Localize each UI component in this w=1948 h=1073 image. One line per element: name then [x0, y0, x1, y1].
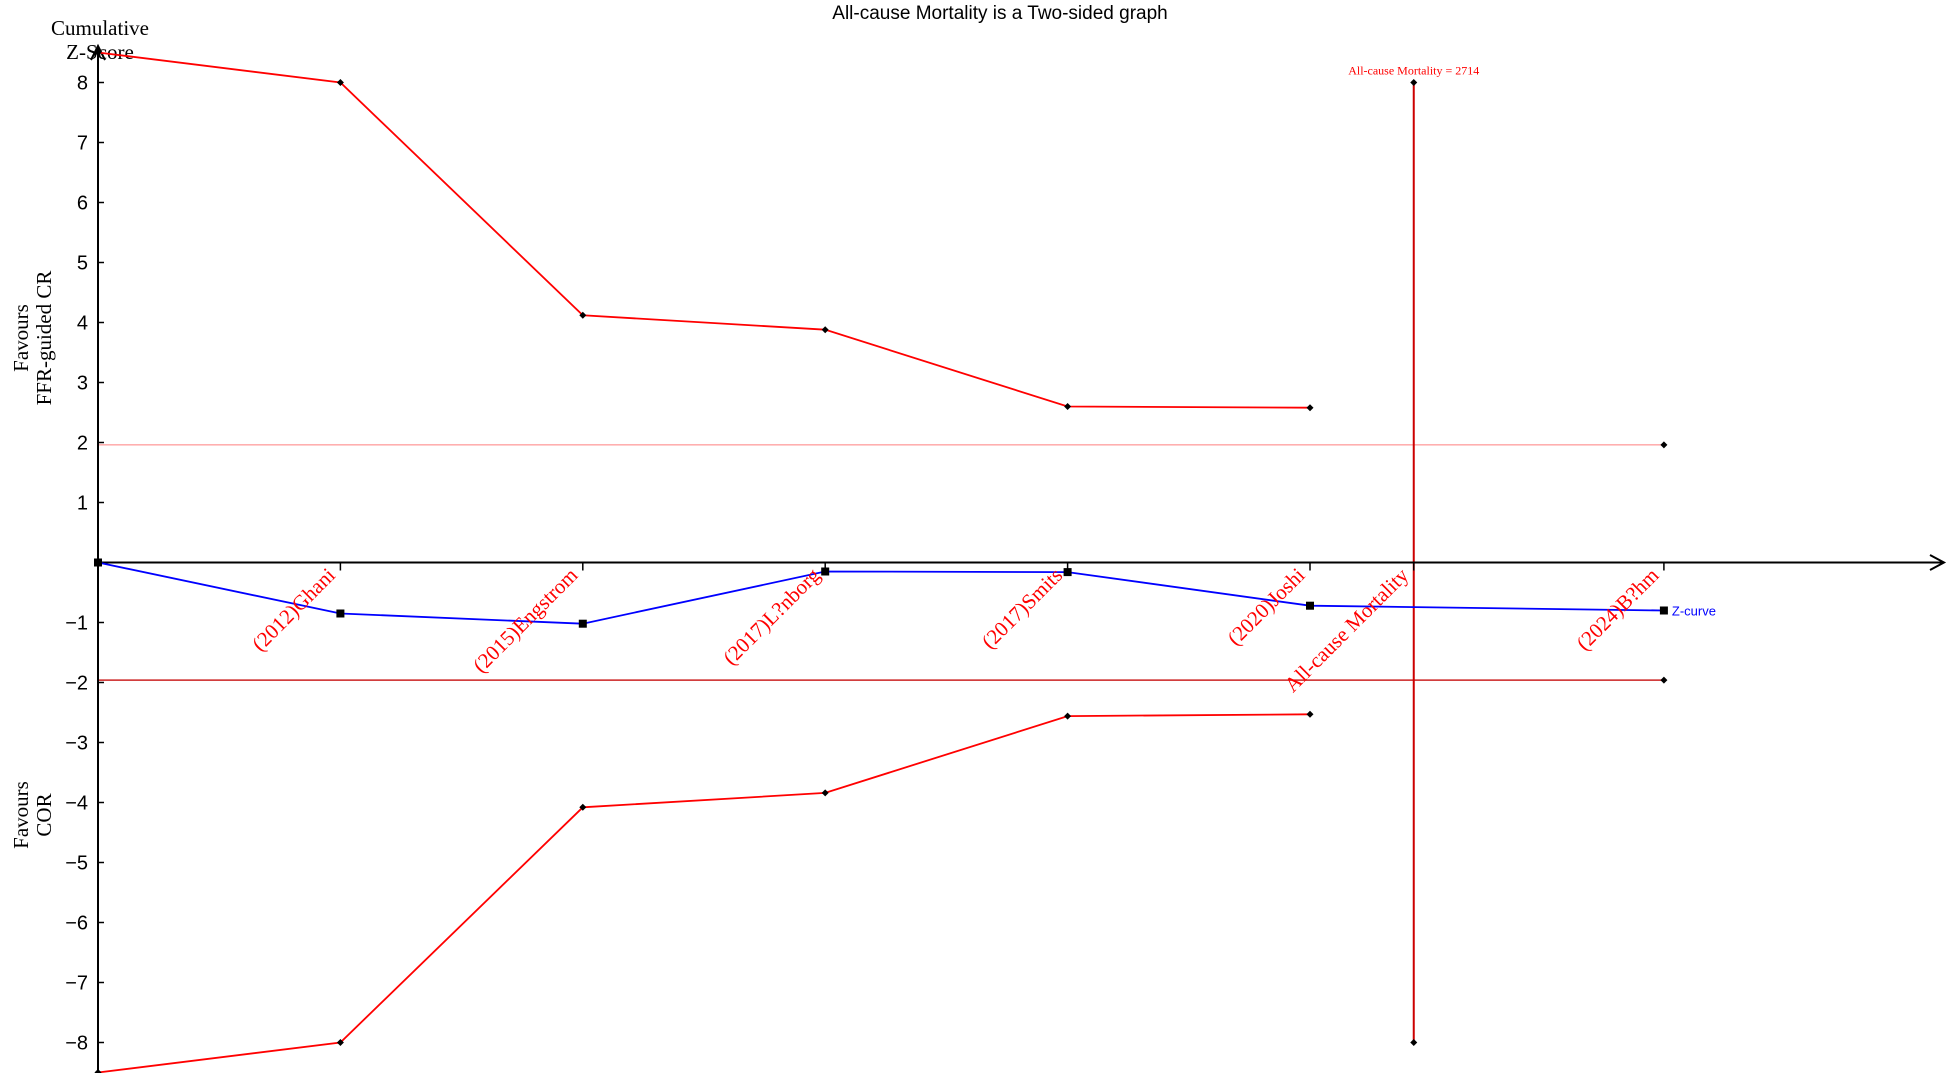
boundary-point: [1064, 403, 1072, 410]
z-curve-line: [97, 561, 1664, 625]
y-tick-label: −2: [65, 673, 88, 695]
favours-lower-line2: COR: [32, 793, 56, 836]
z-curve-point: [1063, 568, 1072, 577]
ris-line-end-marker: [1410, 1039, 1418, 1046]
lower-monitoring-boundary-line: [97, 713, 1311, 1073]
boundary-point: [94, 1069, 102, 1073]
y-tick-label: 2: [77, 433, 88, 455]
z-curve-point: [1659, 606, 1668, 615]
y-tick-label: −6: [65, 913, 88, 935]
boundary-point: [1306, 404, 1314, 412]
y-tick-label: 6: [77, 193, 88, 215]
favours-upper-line2: FFR-guided CR: [32, 271, 56, 406]
boundary-point: [94, 49, 102, 56]
boundary-point: [1306, 710, 1314, 718]
y-tick-label: −3: [65, 733, 88, 755]
z-curve-point: [1306, 601, 1314, 610]
z-curve-point: [821, 567, 830, 576]
boundary-point: [821, 789, 829, 797]
ris-label: All-cause Mortality = 2714: [1348, 64, 1479, 78]
boundary-point: [336, 79, 344, 86]
x-axis-arrow: [1929, 554, 1947, 571]
y-tick-label: 5: [77, 253, 88, 275]
study-label: (2017)Smits: [977, 563, 1067, 653]
boundary-point: [1064, 712, 1072, 720]
boundary-point: [579, 311, 587, 319]
boundary-point: [336, 1039, 344, 1046]
y-tick-label: −1: [65, 613, 88, 635]
boundary-point: [821, 326, 829, 334]
y-tick-label: −8: [65, 1033, 88, 1055]
chart-title: All-cause Mortality is a Two-sided graph: [832, 3, 1167, 24]
series-layer: [94, 49, 1668, 1073]
y-axis-label-line1: Cumulative: [51, 16, 149, 40]
y-tick-label: 1: [77, 493, 88, 515]
study-label: (2012)Ghani: [247, 563, 340, 656]
y-tick-label: −4: [65, 793, 88, 815]
z-curve-point: [578, 619, 587, 628]
axes-layer: −8 −7 −6 −5 −4 −3 −2 −1 1 2 3 4 5 6 7 8: [65, 43, 1947, 1073]
y-tick-label: 3: [77, 373, 88, 395]
y-tick-label: 8: [77, 73, 88, 95]
study-label: (2020)Joshi: [1222, 563, 1309, 650]
z-curve-point: [94, 558, 102, 567]
favours-lower-line1: Favours: [9, 781, 33, 849]
favours-upper-line1: Favours: [9, 304, 33, 372]
boundary-point: [579, 803, 587, 811]
ris-line-end-marker: [1410, 79, 1418, 86]
y-axis-arrow: [90, 43, 106, 61]
y-tick-label: 4: [77, 313, 88, 335]
z-curve-label: Z-curve: [1672, 604, 1716, 619]
conventional-boundary-end-marker: [1660, 676, 1668, 684]
conventional-boundary-end-marker: [1660, 441, 1668, 449]
study-label: (2017)L?nborg: [718, 563, 825, 670]
z-curve-point: [336, 609, 345, 618]
y-tick-label: −5: [65, 853, 88, 875]
y-tick-label: −7: [65, 973, 88, 995]
y-tick-label: 7: [77, 133, 88, 155]
upper-monitoring-boundary-line: [97, 51, 1311, 409]
